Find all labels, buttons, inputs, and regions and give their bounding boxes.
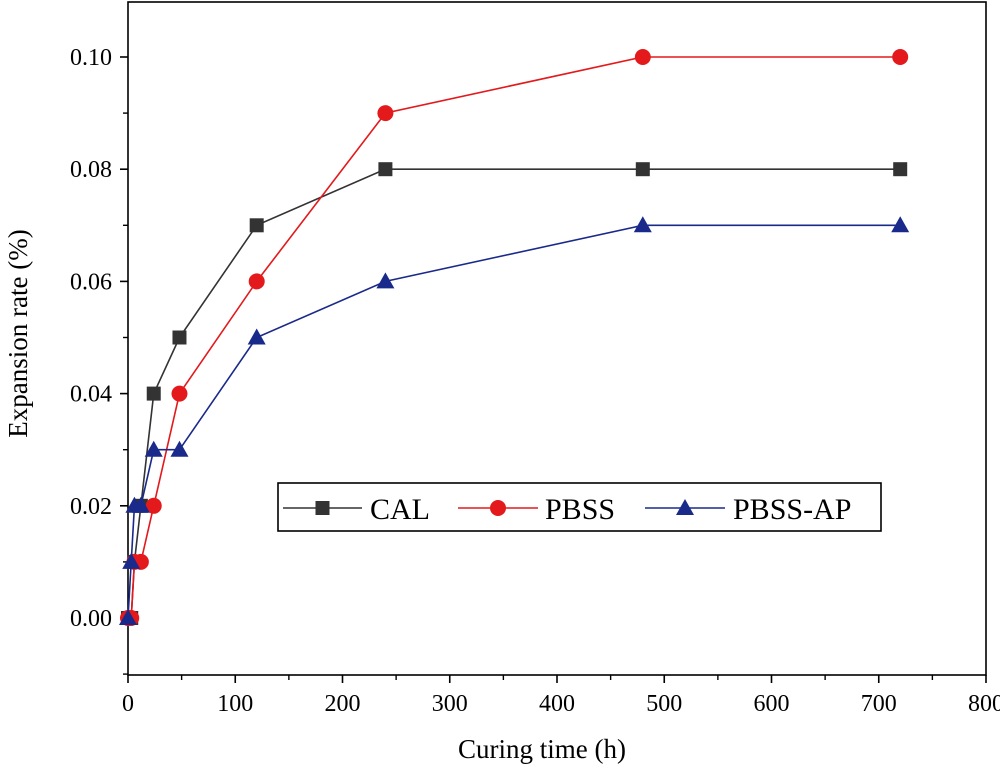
y-axis-label: Expansion rate (%) [3,229,33,437]
legend-marker [676,499,694,515]
data-point [248,273,265,290]
y-tick-label: 0.02 [70,494,112,520]
data-point [891,216,910,233]
y-tick-label: 0.06 [70,269,112,295]
x-tick-label: 300 [432,691,468,717]
series-pbss-ap [119,216,910,625]
series-line [127,224,901,619]
data-point [247,328,266,345]
series-pbss [120,49,909,626]
data-point [145,497,162,514]
data-point [378,162,393,177]
legend-label: PBSS [545,493,615,526]
y-tick-label: 0.04 [70,382,112,408]
y-tick-label: 0.00 [70,606,112,632]
legend-marker [315,501,330,515]
y-tick-label: 0.10 [70,45,112,71]
data-point [170,440,189,457]
x-tick-label: 500 [646,691,682,717]
data-point [377,105,394,122]
data-point [892,49,909,65]
x-tick-label: 200 [325,691,361,717]
legend-item-pbss: PBSS [458,493,615,526]
series-group [119,49,910,626]
data-point [171,385,188,402]
x-tick-label: 0 [122,691,134,717]
series-line [128,56,901,619]
x-tick-label: 100 [217,691,253,717]
data-point [119,609,137,625]
data-point [146,386,161,401]
y-tick-label: 0.08 [70,157,112,183]
data-point [893,162,908,177]
legend-label: CAL [370,493,430,526]
series-cal [121,162,908,625]
data-point [122,552,141,569]
data-point [633,216,652,233]
legend-item-cal: CAL [283,493,430,526]
y-axis: 0.00 0.02 0.04 0.06 0.08 0.10 [70,45,128,675]
data-point [376,272,395,289]
data-point [172,330,187,345]
x-axis-label: Curing time (h) [458,734,626,764]
x-tick-label: 600 [754,691,790,717]
data-point [634,49,651,65]
data-point [144,440,163,457]
data-point [131,496,150,513]
legend-label: PBSS-AP [733,493,851,526]
data-point [249,218,264,233]
legend: CAL PBSS PBSS-AP [277,482,882,532]
data-point [635,162,650,177]
legend-box [277,482,882,532]
x-tick-label: 700 [861,691,897,717]
x-axis: 0 100 200 300 400 500 600 700 800 [122,675,1000,717]
x-tick-label: 400 [539,691,575,717]
series-line [128,168,901,619]
legend-marker [490,500,506,516]
x-tick-label: 800 [968,691,1000,717]
legend-item-pbss-ap: PBSS-AP [645,493,851,526]
